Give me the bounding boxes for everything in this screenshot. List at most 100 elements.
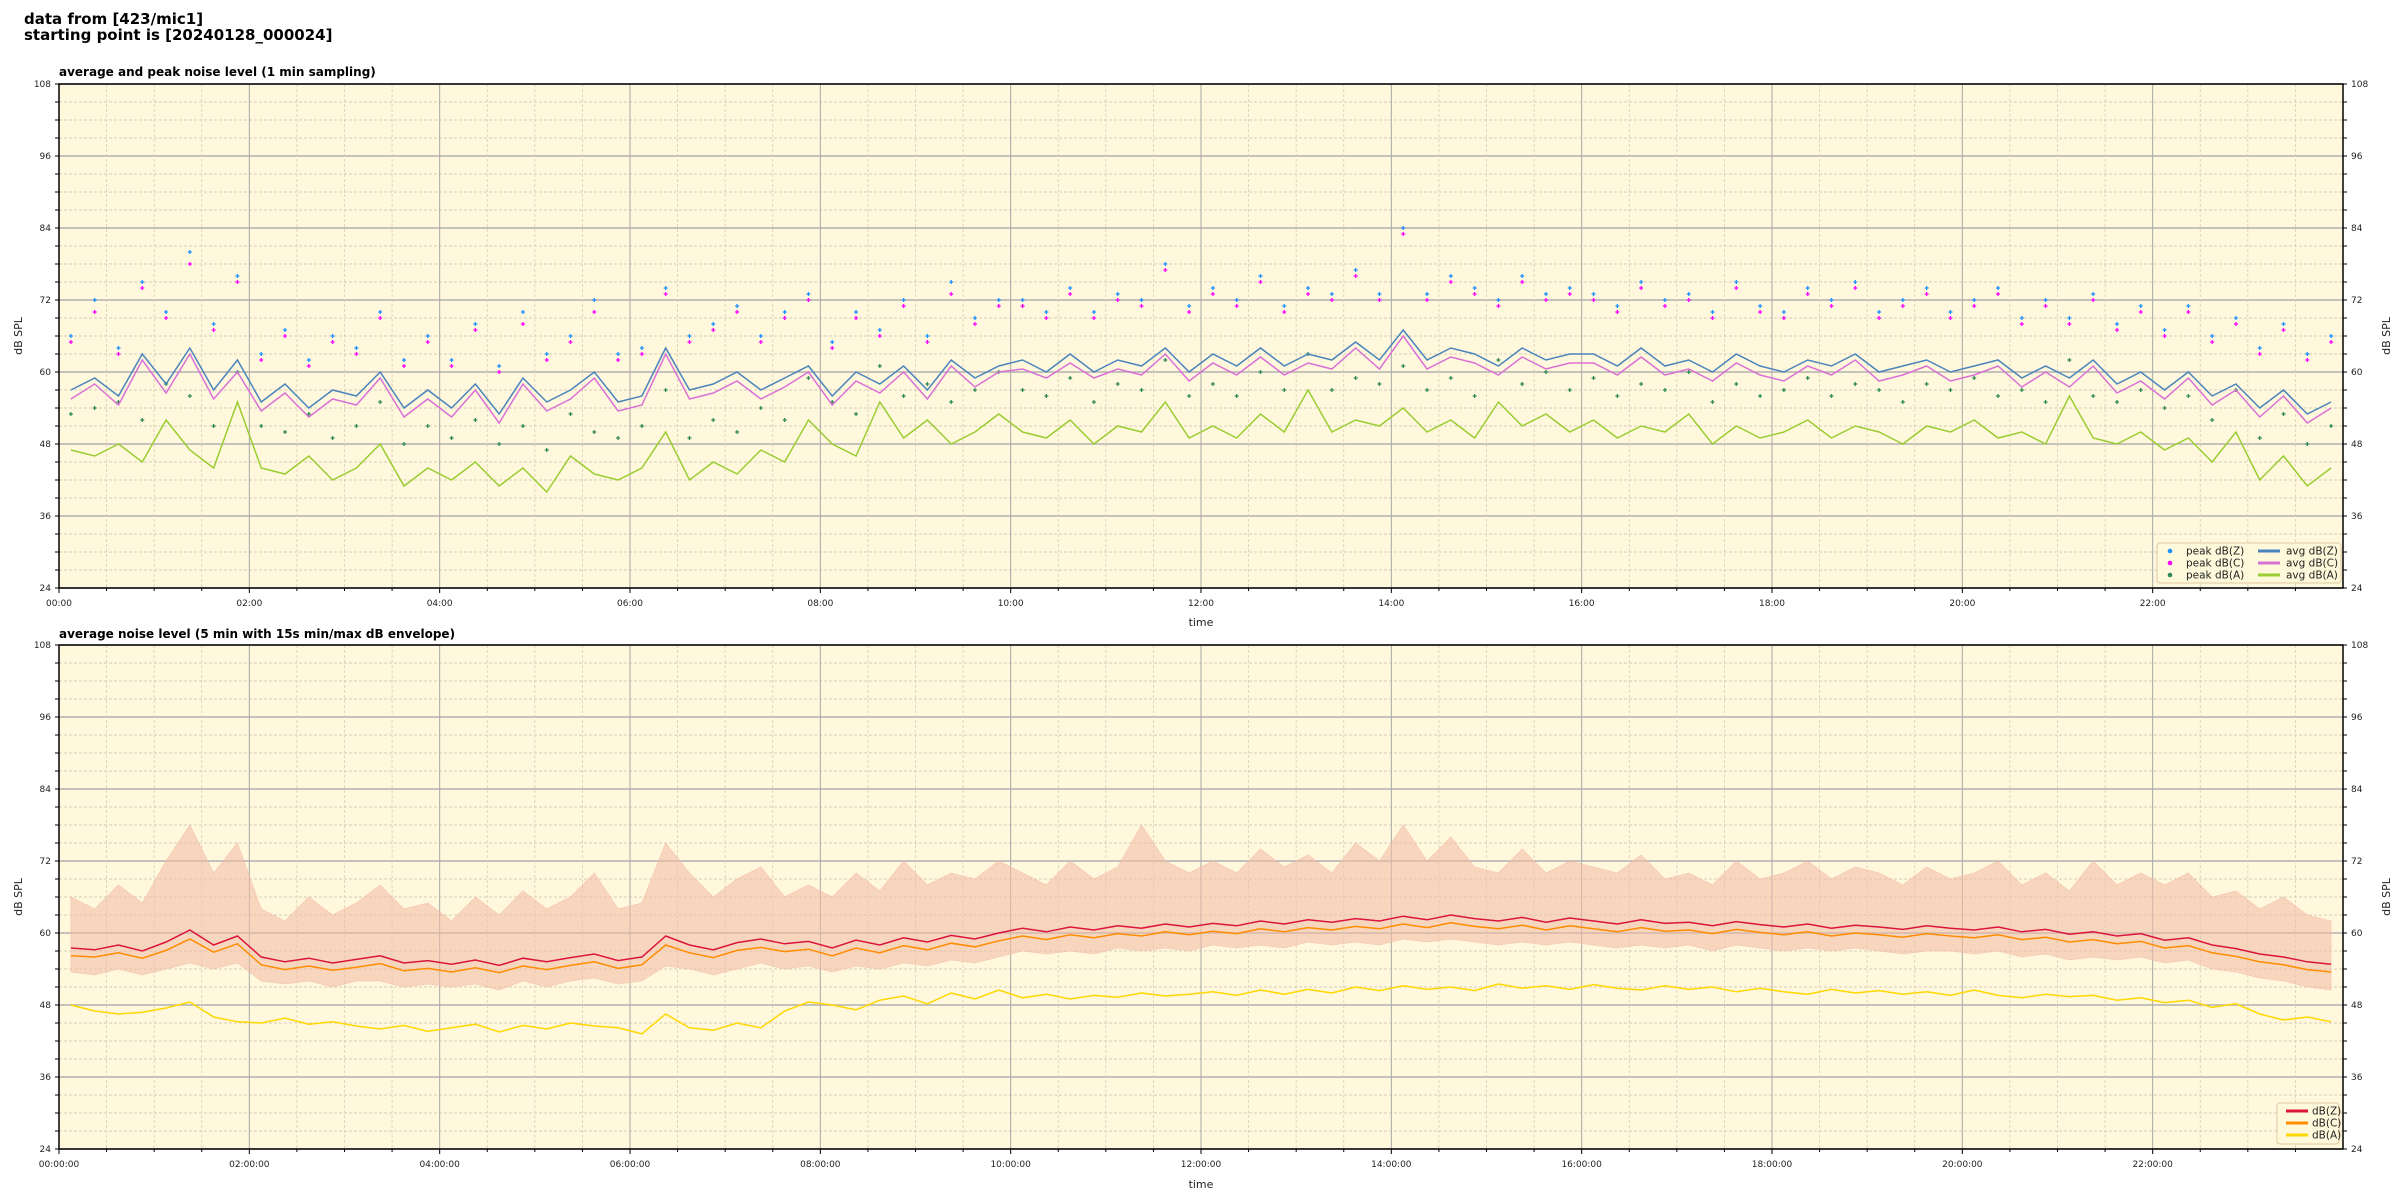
marker-peak-db-c- [1829,304,1834,308]
bottom-xtick-label: 00:00:00 [39,1160,80,1170]
marker-peak-db-z- [1187,304,1192,308]
marker-peak-db-z- [877,328,882,332]
marker-peak-db-z- [283,328,288,332]
marker-peak-db-z- [1377,292,1382,296]
marker-peak-db-z- [116,346,121,350]
marker-peak-db-a- [140,418,145,422]
marker-peak-db-a- [2210,418,2215,422]
bottom-xtick-label: 06:00:00 [610,1160,651,1170]
bottom-chart-title: average noise level (5 min with 15s min/… [59,627,455,641]
top-xtick-label: 12:00 [1188,599,1214,609]
marker-peak-db-a- [1163,358,1168,362]
marker-peak-db-z- [1306,286,1311,290]
marker-peak-db-z- [806,292,811,296]
bottom-xtick-label: 02:00:00 [229,1160,270,1170]
marker-peak-db-z- [1972,298,1977,302]
marker-peak-db-z- [1853,280,1858,284]
marker-peak-db-a- [1520,382,1525,386]
marker-peak-db-z- [949,280,954,284]
top-xtick-label: 02:00 [236,599,262,609]
marker-peak-db-a- [1615,394,1620,398]
marker-peak-db-c- [2329,340,2334,344]
marker-peak-db-z- [1829,298,1834,302]
bottom-xtick-label: 14:00:00 [1371,1160,1412,1170]
top-xtick-label: 04:00 [427,599,453,609]
bottom-ytick-label-left: 96 [40,713,52,723]
marker-peak-db-c- [711,328,716,332]
marker-peak-db-c- [639,352,644,356]
bottom-xtick-label: 20:00:00 [1942,1160,1983,1170]
marker-peak-db-z- [1710,310,1715,314]
bottom-xtick-label: 10:00:00 [990,1160,1031,1170]
marker-peak-db-a- [854,412,859,416]
marker-peak-db-c- [1068,292,1073,296]
marker-peak-db-z- [901,298,906,302]
marker-peak-db-c- [1353,274,1358,278]
marker-peak-db-a- [2138,388,2143,392]
marker-peak-db-z- [1258,274,1263,278]
marker-peak-db-a- [1496,358,1501,362]
bottom-ytick-label-left: 108 [34,641,51,651]
marker-peak-db-c- [1282,310,1287,314]
marker-peak-db-a- [972,388,977,392]
marker-peak-db-c- [187,262,192,266]
marker-peak-db-c- [92,310,97,314]
marker-peak-db-a- [1639,382,1644,386]
marker-peak-db-c- [2091,298,2096,302]
marker-peak-db-a- [2043,400,2048,404]
marker-peak-db-a- [283,430,288,434]
marker-peak-db-a- [1567,388,1572,392]
marker-peak-db-a- [782,418,787,422]
marker-peak-db-c- [1877,316,1882,320]
marker-peak-db-a- [901,394,906,398]
marker-peak-db-z- [259,352,264,356]
bottom-ytick-label-right: 36 [2351,1073,2363,1083]
marker-peak-db-a- [1853,382,1858,386]
marker-peak-db-a- [1781,388,1786,392]
marker-peak-db-z- [1282,304,1287,308]
bottom-legend: dB(Z)dB(C)dB(A) [2276,1102,2341,1145]
marker-peak-db-z- [1805,286,1810,290]
line-db-z- [70,914,2332,967]
marker-peak-db-c- [1758,310,1763,314]
marker-peak-db-a- [877,364,882,368]
legend-marker-icon [2167,560,2173,566]
marker-peak-db-c- [1187,310,1192,314]
top-ytick-label-left: 60 [40,368,52,378]
marker-peak-db-z- [1044,310,1049,314]
marker-peak-db-a- [1543,370,1548,374]
marker-peak-db-c- [1972,304,1977,308]
marker-peak-db-a- [354,424,359,428]
top-ytick-label-right: 24 [2351,584,2363,594]
bottom-xtick-label: 04:00:00 [419,1160,460,1170]
marker-peak-db-z- [378,310,383,314]
marker-peak-db-a- [2091,394,2096,398]
bottom-ytick-label-left: 48 [40,1001,52,1011]
marker-peak-db-z- [616,352,621,356]
marker-peak-db-z- [92,298,97,302]
marker-peak-db-z- [2281,322,2286,326]
bottom-ytick-label-right: 24 [2351,1145,2363,1155]
marker-peak-db-z- [2043,298,2048,302]
marker-peak-db-a- [1234,394,1239,398]
marker-peak-db-c- [1258,280,1263,284]
marker-peak-db-a- [1425,388,1430,392]
marker-peak-db-c- [782,316,787,320]
bottom-chart-xlabel: time [1189,1178,1214,1191]
marker-peak-db-z- [1139,298,1144,302]
marker-peak-db-z- [1900,298,1905,302]
marker-peak-db-c- [544,358,549,362]
marker-peak-db-z- [1329,292,1334,296]
marker-peak-db-a- [663,388,668,392]
marker-peak-db-a- [1282,388,1287,392]
marker-peak-db-c- [1900,304,1905,308]
marker-peak-db-c- [2305,358,2310,362]
marker-peak-db-z- [473,322,478,326]
marker-peak-db-c- [164,316,169,320]
top-legend: peak dB(Z)peak dB(C)peak dB(A)avg dB(Z)a… [2156,542,2342,584]
bottom-ytick-label-left: 36 [40,1073,52,1083]
legend-label: peak dB(C) [2186,558,2244,570]
marker-peak-db-c- [616,358,621,362]
marker-peak-db-z- [1567,286,1572,290]
marker-peak-db-z- [2091,292,2096,296]
